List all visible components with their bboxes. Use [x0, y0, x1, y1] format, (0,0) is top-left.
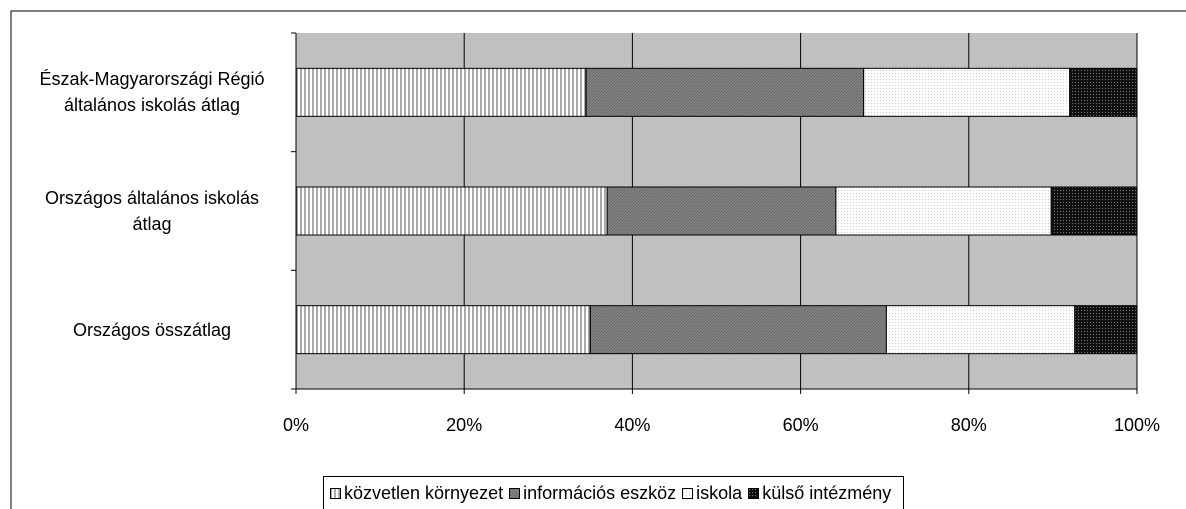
legend-label: információs eszköz [523, 482, 677, 503]
x-tick-label: 20% [446, 415, 482, 435]
legend-item: információs eszköz [509, 483, 676, 504]
legend: közvetlen környezet információs eszköz isk… [323, 476, 905, 509]
bar-segment [589, 305, 887, 355]
legend-swatch [682, 487, 694, 499]
legend-swatch [509, 487, 521, 499]
bar-segment [1050, 186, 1138, 236]
x-tick-label: 60% [783, 415, 819, 435]
x-tick-label: 40% [614, 415, 650, 435]
legend-item: iskola [682, 483, 742, 504]
legend-label: külső intézmény [762, 482, 892, 503]
bar-segment [295, 67, 587, 117]
bar-segment [585, 67, 865, 117]
bar-segment [606, 186, 837, 236]
y-tick-label: Országos általános iskolás átlag [44, 188, 260, 234]
bar-segment [1069, 67, 1138, 117]
x-tick-label: 0% [283, 415, 309, 435]
bar-segment [1074, 305, 1138, 355]
bar-segment [295, 186, 608, 236]
legend-swatch [330, 487, 341, 499]
legend-label: iskola [696, 482, 743, 503]
x-tick-label: 80% [951, 415, 987, 435]
chart-border [10, 10, 1186, 509]
legend-label: közvetlen környezet [344, 482, 504, 503]
bar-segment [835, 186, 1052, 236]
legend-swatch [748, 487, 760, 499]
y-tick-label: Országos összátlag [72, 319, 232, 340]
bar-segment [295, 305, 591, 355]
legend-item: külső intézmény [748, 483, 891, 504]
bar-segment [863, 67, 1071, 117]
bar-segment [885, 305, 1076, 355]
legend-item: közvetlen környezet [330, 483, 503, 504]
x-tick-label: 100% [1114, 415, 1160, 435]
y-tick-label: Észak-Magyarországi Régió általános isko… [39, 69, 265, 116]
